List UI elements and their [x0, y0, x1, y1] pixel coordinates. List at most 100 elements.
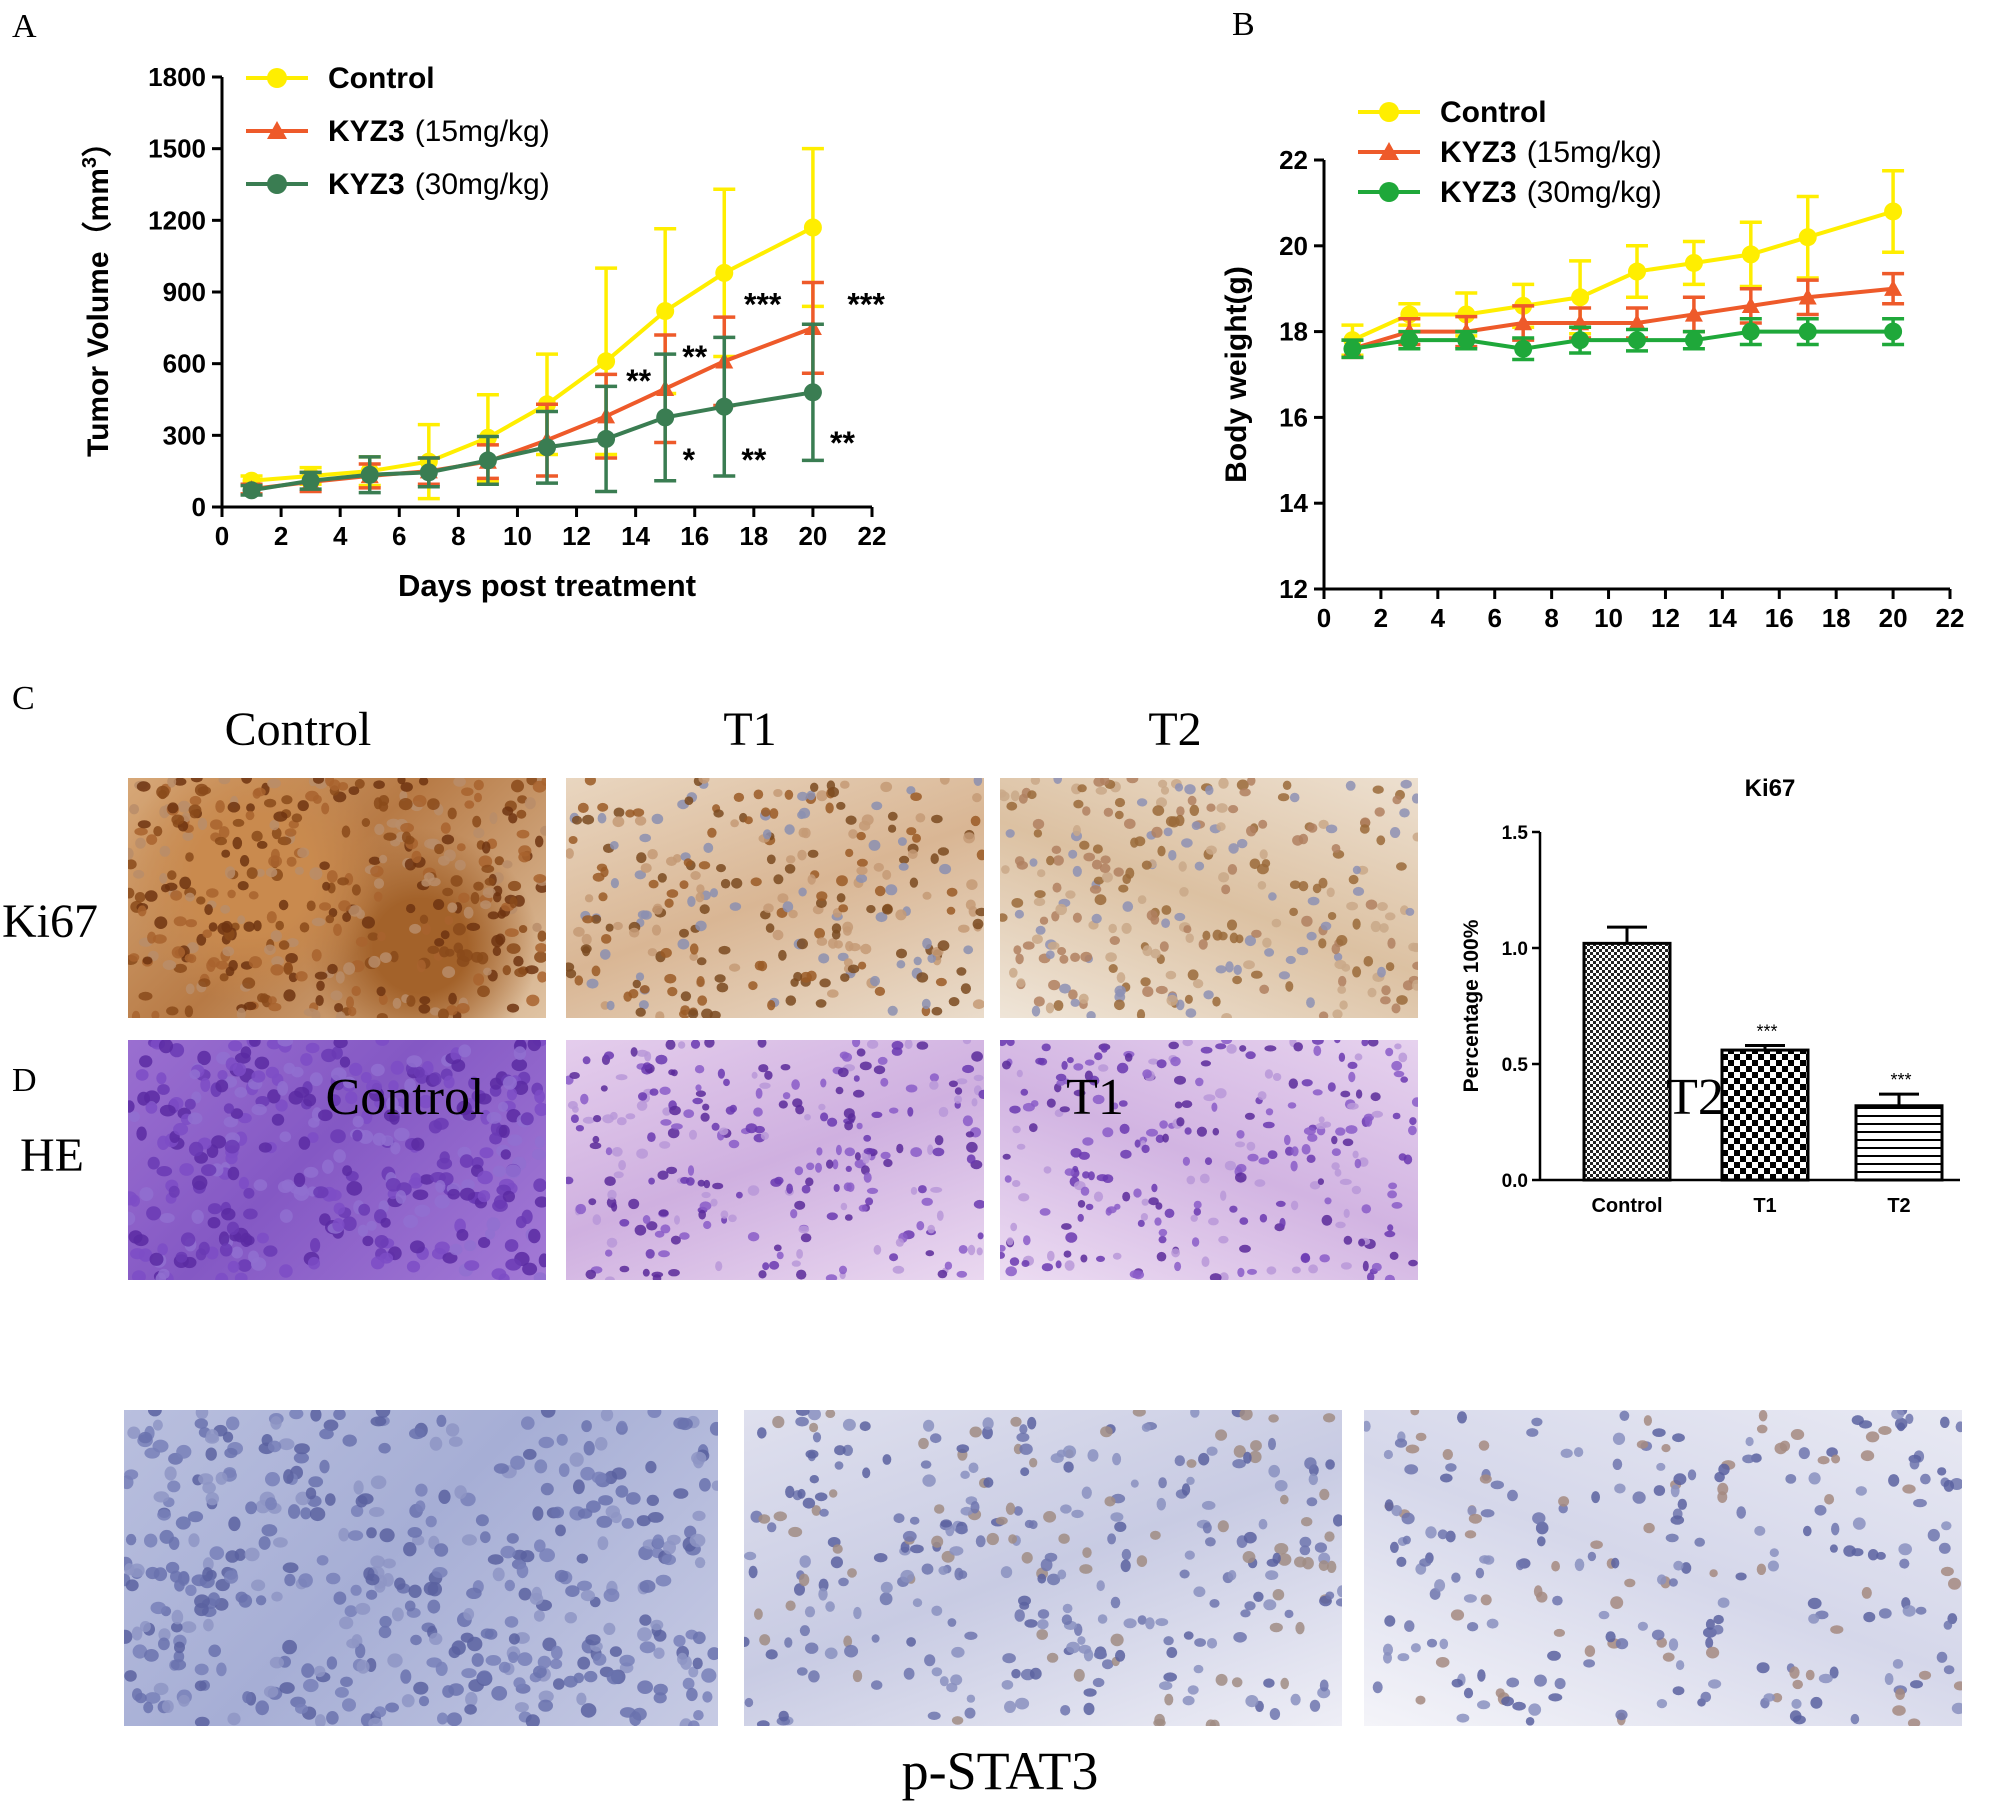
cell-nucleus	[461, 1668, 477, 1679]
cell-nucleus	[776, 1251, 784, 1260]
cell-nucleus	[880, 1581, 893, 1594]
cell-nucleus	[1110, 1596, 1121, 1609]
cell-nucleus	[124, 1670, 137, 1682]
cell-nucleus	[1653, 1485, 1666, 1496]
cell-nucleus	[447, 1188, 461, 1200]
cell-nucleus	[586, 978, 599, 989]
cell-nucleus	[392, 997, 402, 1009]
cell-nucleus	[1891, 1410, 1905, 1420]
cell-nucleus	[1910, 1680, 1923, 1689]
cell-nucleus	[853, 1606, 862, 1620]
cell-nucleus	[1479, 1474, 1492, 1484]
cell-nucleus	[637, 1627, 652, 1642]
cell-nucleus	[639, 1641, 656, 1654]
cell-nucleus	[303, 1678, 319, 1693]
cell-nucleus	[1048, 979, 1061, 991]
cell-nucleus	[309, 1507, 326, 1522]
cell-nucleus	[1156, 797, 1167, 808]
cell-nucleus	[447, 902, 458, 913]
d-col-title-control: Control	[325, 1069, 485, 1126]
circle-marker	[715, 263, 734, 282]
cell-nucleus	[660, 1224, 671, 1234]
cell-nucleus	[230, 1108, 244, 1119]
cell-nucleus	[1013, 945, 1022, 955]
cell-nucleus	[1843, 1545, 1856, 1557]
cell-nucleus	[773, 789, 783, 797]
cell-nucleus	[790, 1209, 798, 1219]
cell-nucleus	[158, 1637, 170, 1651]
cell-nucleus	[625, 1492, 641, 1505]
cell-nucleus	[1077, 1213, 1084, 1222]
cell-nucleus	[461, 1179, 475, 1191]
cell-nucleus	[159, 1104, 176, 1117]
cell-nucleus	[1114, 797, 1126, 808]
cell-nucleus	[764, 1070, 773, 1080]
cell-nucleus	[1031, 1005, 1041, 1017]
cell-nucleus	[158, 1040, 174, 1054]
cell-nucleus	[159, 873, 168, 884]
cell-nucleus	[136, 781, 151, 792]
x-tick-label: 16	[1765, 603, 1794, 633]
cell-nucleus	[1338, 975, 1347, 987]
cell-nucleus	[434, 843, 445, 855]
cell-nucleus	[966, 879, 978, 890]
cell-nucleus	[1392, 1112, 1401, 1120]
cell-nucleus	[693, 1710, 704, 1721]
cell-nucleus	[1009, 967, 1018, 978]
cell-nucleus	[180, 1232, 196, 1247]
cell-nucleus	[1066, 1641, 1080, 1654]
cell-nucleus	[532, 922, 542, 932]
cell-nucleus	[1275, 1200, 1286, 1207]
cell-nucleus	[667, 986, 678, 997]
cell-nucleus	[1065, 890, 1076, 899]
cell-nucleus	[1091, 913, 1102, 924]
cell-nucleus	[1029, 1667, 1042, 1680]
cell-nucleus	[936, 1210, 944, 1221]
bar-t2	[1854, 1104, 1944, 1182]
cell-nucleus	[1554, 1678, 1566, 1690]
cell-nucleus	[1861, 1587, 1872, 1599]
cell-nucleus	[522, 1262, 538, 1276]
cell-nucleus	[138, 991, 153, 1001]
cell-nucleus	[139, 1187, 154, 1202]
cell-nucleus	[1016, 860, 1028, 870]
cell-nucleus	[1268, 1437, 1276, 1451]
cell-nucleus	[491, 1686, 508, 1701]
cell-nucleus	[1160, 786, 1170, 795]
cell-nucleus	[1158, 1235, 1167, 1244]
cell-nucleus	[1084, 1059, 1095, 1066]
cell-nucleus	[832, 1544, 843, 1554]
cell-nucleus	[506, 943, 521, 954]
cell-nucleus	[1340, 1090, 1351, 1098]
circle-marker	[1884, 322, 1903, 341]
cell-nucleus	[313, 778, 324, 784]
cell-nucleus	[196, 933, 207, 946]
cell-nucleus	[1277, 1553, 1292, 1566]
cell-nucleus	[645, 1249, 655, 1259]
cell-nucleus	[858, 1204, 868, 1212]
cell-nucleus	[1756, 1424, 1768, 1434]
cell-nucleus	[477, 985, 490, 998]
cell-nucleus	[167, 870, 177, 881]
cell-nucleus	[1137, 1615, 1147, 1625]
cell-nucleus	[1397, 1653, 1410, 1662]
cell-nucleus	[346, 996, 354, 1009]
cell-nucleus	[1029, 1123, 1038, 1133]
cell-nucleus	[937, 1269, 948, 1279]
cell-nucleus	[1212, 1127, 1220, 1136]
cell-nucleus	[286, 938, 299, 948]
cell-nucleus	[361, 818, 371, 827]
cell-nucleus	[575, 1125, 584, 1132]
cell-nucleus	[278, 940, 290, 950]
cell-nucleus	[932, 1147, 945, 1157]
cell-nucleus	[921, 998, 931, 1010]
cell-nucleus	[1016, 1432, 1030, 1442]
cell-nucleus	[322, 881, 331, 891]
cell-nucleus	[205, 1492, 219, 1506]
cell-nucleus	[175, 1251, 188, 1263]
cell-nucleus	[223, 1116, 238, 1128]
cell-nucleus	[953, 1095, 963, 1104]
cell-nucleus	[144, 890, 158, 902]
cell-nucleus	[1506, 1677, 1520, 1688]
cell-nucleus	[604, 1276, 615, 1280]
